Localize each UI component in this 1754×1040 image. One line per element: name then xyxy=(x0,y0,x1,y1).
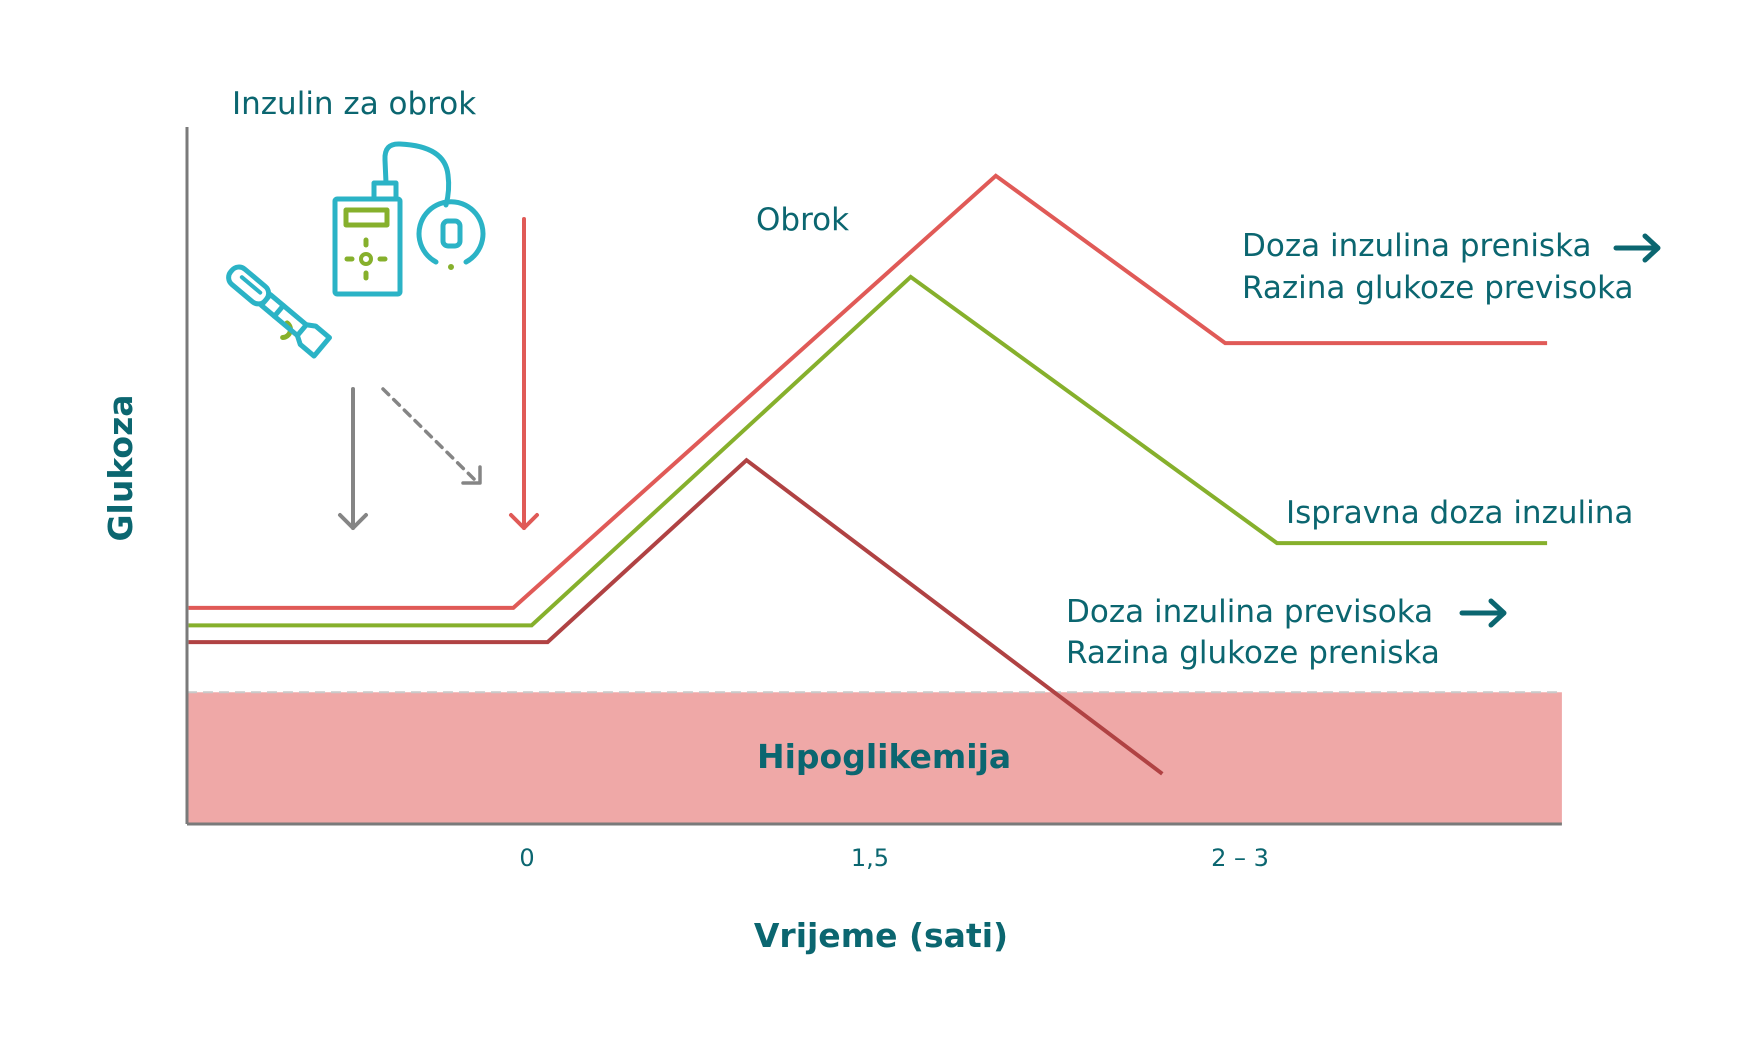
x-axis-label: Vrijeme (sati) xyxy=(754,916,1008,955)
insulin-pen-icon xyxy=(226,264,332,359)
hypoglycemia-zone xyxy=(187,692,1562,824)
series-label-line: Razina glukoze preniska xyxy=(1066,635,1440,671)
series-label-line: Ispravna doza inzulina xyxy=(1286,495,1633,531)
series-line-too-high-dose xyxy=(188,457,1164,776)
x-tick-label: 1,5 xyxy=(851,844,889,872)
insulin-pump-icon xyxy=(332,141,486,297)
insulin-label: Inzulin za obrok xyxy=(232,86,476,122)
y-axis-label: Glukoza xyxy=(101,394,140,541)
x-tick-label: 2 – 3 xyxy=(1211,844,1269,872)
series-label-line: Doza inzulina previsoka xyxy=(1066,594,1433,630)
series-label-line: Razina glukoze previsoka xyxy=(1242,270,1633,306)
meal-label: Obrok xyxy=(756,202,849,238)
arrow-right-icon xyxy=(1613,233,1661,263)
hypoglycemia-label: Hipoglikemija xyxy=(757,737,1011,776)
meal-time-arrow xyxy=(509,217,539,530)
series-line-too-low-dose xyxy=(188,173,1548,610)
arrow-right-icon xyxy=(1459,598,1507,628)
series-line-correct-dose xyxy=(188,274,1548,628)
injection-time-arrow xyxy=(338,387,368,530)
x-tick-label: 0 xyxy=(519,844,534,872)
delayed-injection-arrow xyxy=(381,387,482,485)
series-label-line: Doza inzulina preniska xyxy=(1242,228,1592,264)
